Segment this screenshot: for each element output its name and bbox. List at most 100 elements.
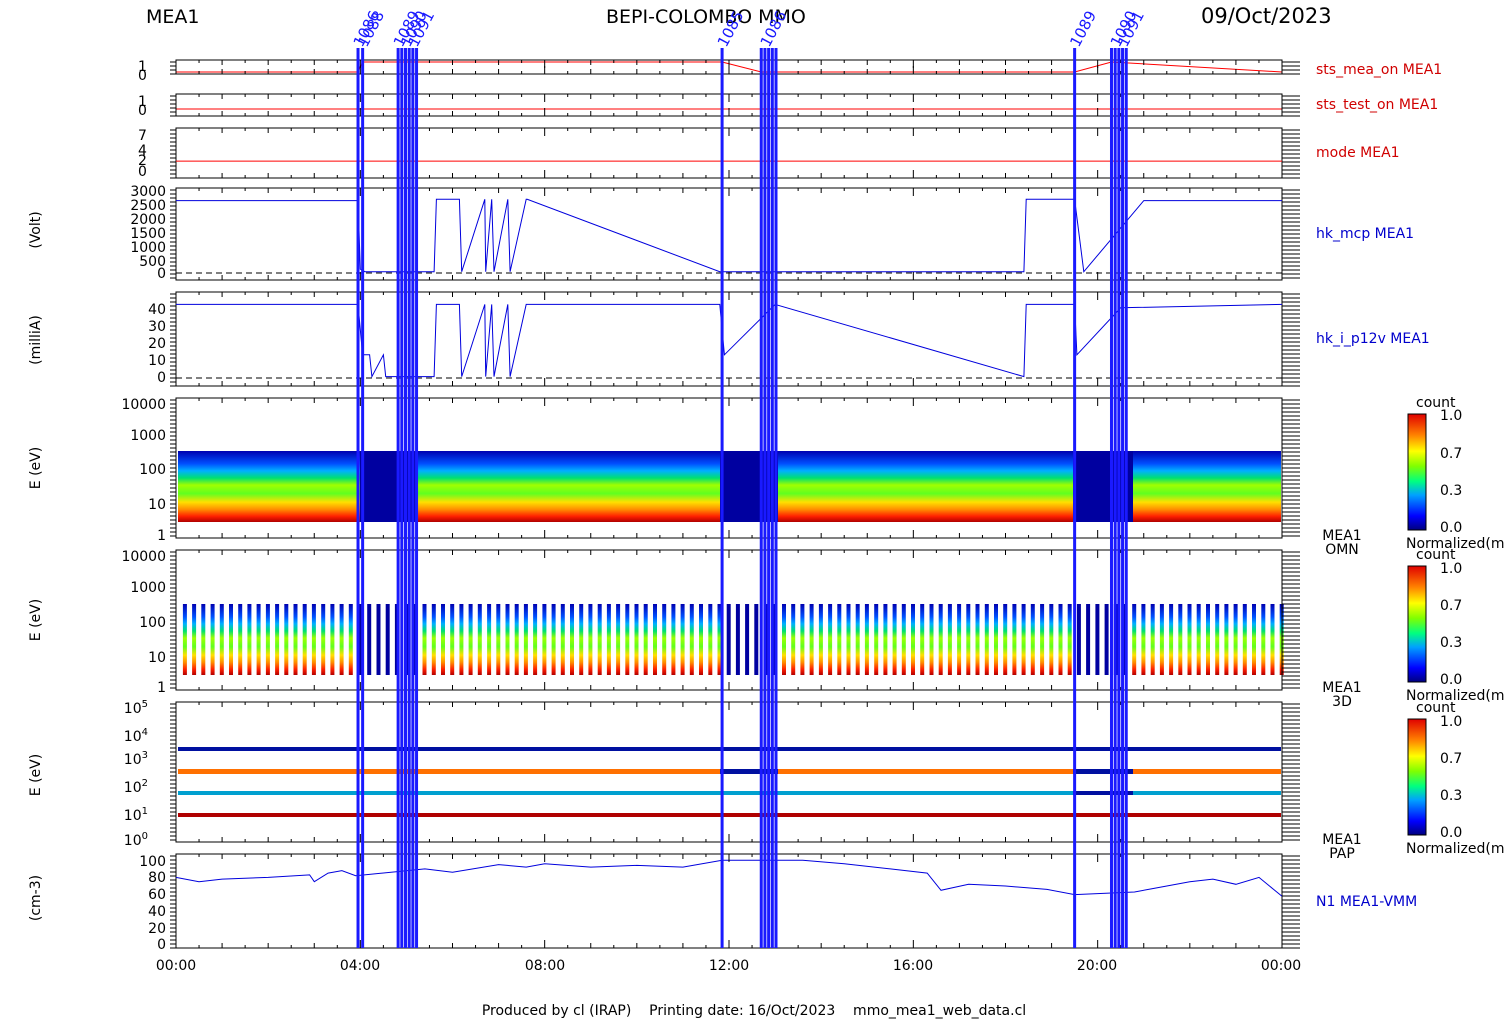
x-tick-label: 12:00	[709, 958, 749, 974]
time-tick-marks	[170, 60, 1300, 949]
spectrogram-bar	[450, 604, 455, 675]
spectrogram-bar	[201, 604, 206, 675]
spectrogram-bar	[265, 604, 270, 675]
spectrogram-bar	[551, 604, 556, 675]
spectrogram-bar	[680, 604, 685, 675]
spectrogram-bar	[542, 604, 547, 675]
spectrogram-bar	[570, 604, 574, 675]
spectrogram-bar	[1003, 604, 1008, 675]
colorbar-tick: 0.0	[1440, 520, 1462, 536]
y-tick-label: 80	[148, 870, 166, 886]
spectrogram-bar	[874, 604, 879, 675]
colorbar-tick: 1.0	[1440, 561, 1462, 577]
spectrogram-bar	[1261, 604, 1266, 675]
y-tick-label: 105	[124, 699, 148, 717]
colorbar-gradient	[1407, 413, 1427, 531]
spectrogram-bar	[1178, 604, 1183, 675]
y-tick-label: 7	[138, 128, 147, 144]
colorbar-label: Normalized(m	[1406, 688, 1505, 704]
y-tick-label: 0	[138, 164, 147, 180]
y-tick-label: 1	[138, 59, 147, 75]
y-tick-label: 100	[139, 462, 166, 478]
colorbar-tick: 0.3	[1440, 635, 1462, 651]
spectrogram-bar	[708, 604, 713, 675]
spectrogram-bar	[367, 604, 372, 675]
spectrogram-bar	[477, 604, 482, 675]
panel-density: (cm-3) 100 80 60 40 20 0 N1 MEA1-VMM	[28, 853, 1417, 953]
spectrogram-bar	[1187, 604, 1192, 675]
y-tick-label: 0	[157, 266, 166, 282]
panel-omn-spectrogram: E (eV) 10000 1000 100 10 1 MEA1 OMN	[28, 397, 1362, 558]
spectrogram-bar	[818, 604, 823, 675]
colorbar-gradient	[1407, 718, 1427, 836]
spectrogram-bar	[837, 604, 842, 675]
spectrogram-bar	[625, 604, 630, 675]
spectrogram-bar	[376, 604, 381, 675]
pap-band-1000	[178, 747, 1281, 751]
spectrogram-bar	[864, 604, 869, 675]
y-tick-label: 10000	[121, 397, 166, 413]
spectrogram-bar	[846, 604, 851, 675]
x-axis: 00:00 04:00 08:00 12:00 16:00 20:00 00:0…	[156, 958, 1301, 974]
spectrogram-bar	[238, 604, 243, 675]
y-tick-label: 0	[157, 370, 166, 386]
colorbar-tick: 1.0	[1440, 408, 1462, 424]
footer-credit: Produced by cl (IRAP) Printing date: 16/…	[482, 1003, 1026, 1019]
y-tick-label: 100	[124, 831, 148, 849]
y-tick-label: 101	[124, 806, 148, 824]
spectrogram-bar	[938, 604, 943, 675]
y-tick-label: 0	[138, 68, 147, 84]
spectrogram-bar	[441, 604, 445, 675]
date-title: 09/Oct/2023	[1201, 4, 1332, 28]
y-tick-label: 1	[157, 528, 166, 544]
colorbar-pap: count 1.0 0.7 0.3 0.0 Normalized(m	[1406, 700, 1505, 857]
colorbar-label: Normalized(m	[1406, 841, 1505, 857]
spectrogram-bar	[911, 604, 915, 675]
spectrogram-bar	[975, 604, 980, 675]
spectrogram-bar	[689, 604, 694, 675]
spectrogram-bar	[192, 604, 197, 675]
spectrogram-bar	[330, 604, 335, 675]
spectrogram-bar	[892, 604, 897, 675]
instrument-title: MEA1	[146, 6, 199, 28]
y-axis-label: E (eV)	[28, 599, 44, 641]
y-tick-label: 60	[148, 887, 166, 903]
spectrogram-bar	[662, 604, 667, 675]
spectrogram-bar	[1196, 604, 1201, 675]
series-label-instrument: MEA1	[1322, 528, 1361, 544]
panel-hk-i-p12v: (milliA) 40 30 20 10 0 hk_i_p12v MEA1	[28, 291, 1430, 387]
spectrogram-bar	[966, 604, 971, 675]
colorbar-tick: 0.7	[1440, 446, 1462, 462]
spectrogram-bar	[431, 604, 436, 675]
y-tick-label: 2	[138, 153, 147, 169]
spectrogram-bar	[514, 604, 519, 675]
series-label: hk_i_p12v MEA1	[1316, 331, 1430, 347]
x-tick-label: 00:00	[156, 958, 196, 974]
spectrogram-bar	[256, 604, 261, 675]
spectrogram-bar	[533, 604, 538, 675]
series-line-hk-i-p12v	[176, 303, 1283, 379]
spectrogram-bar	[1233, 604, 1238, 675]
spectrogram-bar	[616, 604, 621, 675]
colorbar-tick: 0.3	[1440, 483, 1462, 499]
pap-band-10	[178, 813, 1281, 817]
y-tick-label: 4	[138, 143, 147, 159]
y-axis-label: (milliA)	[28, 315, 44, 365]
spectrogram-bar	[994, 604, 998, 675]
spectrogram-bar	[745, 604, 750, 675]
y-tick-label: 10000	[121, 549, 166, 565]
colorbar-gradient	[1407, 565, 1427, 683]
spectrogram-bar	[422, 604, 427, 675]
spectrogram-bar	[791, 604, 796, 675]
spectrogram-bar	[588, 604, 593, 675]
spectrogram-bar	[984, 604, 989, 675]
mission-title: BEPI-COLOMBO MMO	[606, 6, 806, 28]
spectrogram-bar	[634, 604, 639, 675]
colorbar-3d: count 1.0 0.7 0.3 0.0 Normalized(m	[1406, 547, 1505, 704]
x-tick-label: 08:00	[525, 958, 565, 974]
pap-band-60	[178, 791, 1281, 795]
spectrogram-bar	[321, 604, 326, 675]
colorbar-tick: 0.3	[1440, 788, 1462, 804]
colorbar-tick: 1.0	[1440, 714, 1462, 730]
series-label: N1 MEA1-VMM	[1316, 894, 1417, 910]
